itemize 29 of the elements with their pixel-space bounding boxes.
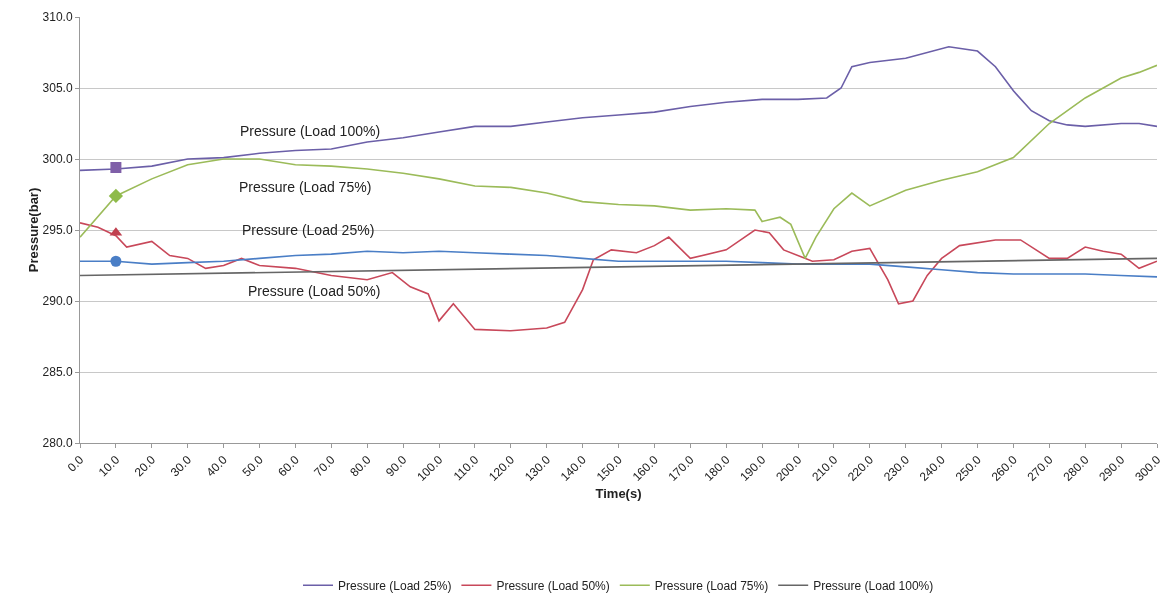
y-tick-label: 300.0 [42, 152, 73, 167]
legend-label: Pressure (Load 25%) [338, 578, 452, 593]
line-series [80, 46, 1157, 172]
x-tick-label: 60.0 [275, 452, 302, 480]
legend-label: Pressure (Load 75%) [654, 578, 769, 593]
line-series [80, 64, 1157, 260]
x-tick-label: 90.0 [383, 452, 410, 480]
y-tick-label: 295.0 [42, 223, 73, 238]
x-tick-label: 70.0 [311, 452, 338, 480]
y-axis-title: Pressure(bar) [25, 187, 41, 273]
y-tick-label: 290.0 [42, 294, 73, 309]
x-tick-label: 0.0 [64, 452, 87, 475]
x-tick-label: 50.0 [239, 452, 267, 480]
annotation: Pressure (Load 50%) [248, 283, 381, 299]
legend-label: Pressure (Load 100%) [813, 578, 934, 593]
line-series [80, 250, 1157, 278]
x-axis-title: Time(s) [595, 486, 642, 501]
x-tick-label: 40.0 [203, 452, 231, 480]
x-tick-label: 30.0 [167, 452, 195, 480]
legend-label: Pressure (Load 50%) [496, 578, 610, 593]
line-series [80, 222, 1157, 332]
annotation: Pressure (Load 25%) [242, 222, 375, 238]
y-tick-label: 285.0 [42, 365, 73, 380]
y-tick-label: 280.0 [42, 436, 73, 451]
annotation: Pressure (Load 100%) [240, 123, 381, 139]
y-tick-label: 310.0 [42, 10, 73, 25]
x-tick-label: 80.0 [347, 452, 374, 480]
annotation: Pressure (Load 75%) [239, 179, 372, 195]
y-tick-label: 305.0 [42, 81, 73, 96]
